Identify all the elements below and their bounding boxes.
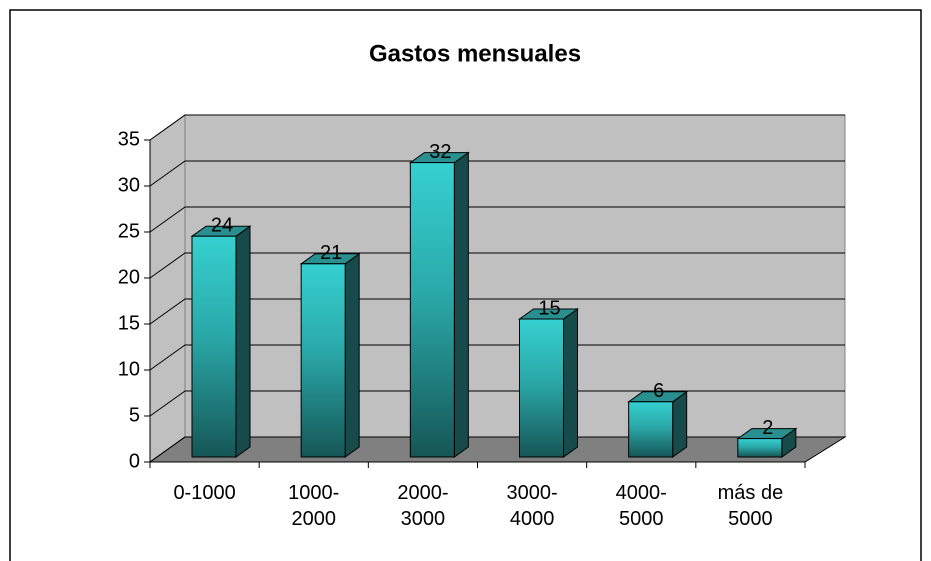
bar-front <box>300 263 346 458</box>
y-tick-label: 5 <box>129 404 140 426</box>
y-tick-label: 30 <box>118 174 140 196</box>
bar-front <box>519 318 564 458</box>
grid-line <box>149 298 845 325</box>
bar <box>408 151 470 458</box>
x-tick-label: 1000-2000 <box>288 482 340 530</box>
bar-front <box>409 162 455 458</box>
grid-line <box>149 390 845 417</box>
y-tick-label: 35 <box>118 128 140 150</box>
x-tick-label: 4000-5000 <box>615 482 667 530</box>
value-label: 24 <box>211 214 233 236</box>
y-tick-label: 15 <box>118 312 140 334</box>
grid-line <box>149 436 845 463</box>
bar-side <box>672 390 688 458</box>
grid-line <box>149 114 845 141</box>
x-tick-label: 0-1000 <box>173 482 236 504</box>
bar-front <box>737 438 783 458</box>
x-tick-label: 3000-4000 <box>506 482 558 530</box>
y-tick-label: 25 <box>118 220 140 242</box>
bar <box>190 225 252 458</box>
grid-line <box>149 160 845 187</box>
value-label: 21 <box>320 242 342 264</box>
grid-line <box>149 206 845 233</box>
bar-front <box>191 235 237 458</box>
value-label: 32 <box>429 141 451 163</box>
bar <box>627 390 689 458</box>
y-tick-label: 10 <box>118 358 140 380</box>
grid-line <box>149 344 845 371</box>
back-wall <box>184 114 846 438</box>
bar-front <box>628 401 674 458</box>
chart-title: Gastos mensuales <box>369 40 581 67</box>
bar <box>736 427 798 458</box>
x-tick-label: 2000-3000 <box>397 482 449 530</box>
y-tick-label: 0 <box>129 450 140 472</box>
bar-side <box>453 151 469 458</box>
value-label: 15 <box>538 297 560 319</box>
bar <box>299 252 361 458</box>
value-label: 2 <box>762 417 773 439</box>
bar <box>517 308 580 458</box>
bar-side <box>235 225 251 458</box>
bar-side <box>563 308 578 458</box>
side-wall <box>149 114 186 463</box>
bar-side <box>344 252 360 458</box>
y-tick-label: 20 <box>118 266 140 288</box>
x-tick-label: más de 5000 <box>717 482 784 530</box>
grid-line <box>149 252 845 279</box>
value-label: 6 <box>653 380 664 402</box>
